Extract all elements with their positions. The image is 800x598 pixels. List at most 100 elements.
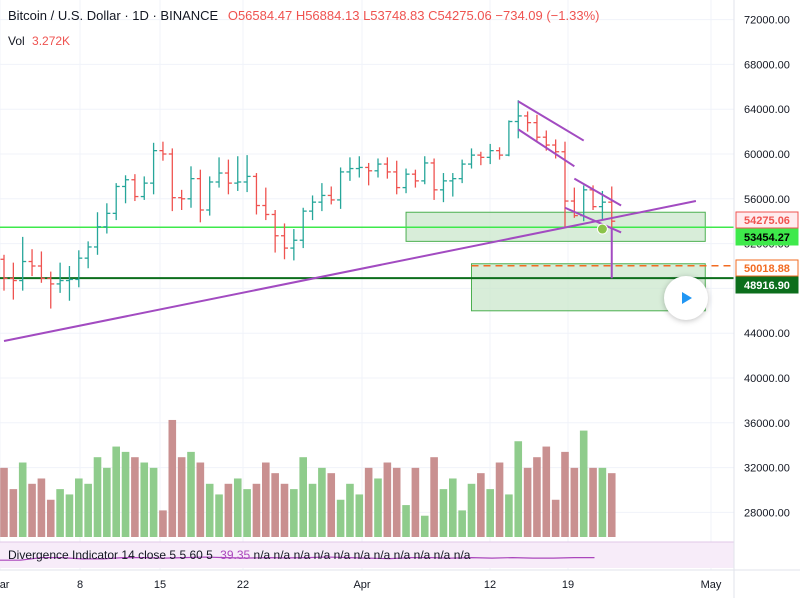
- marker-point: [596, 223, 608, 235]
- volume-bar: [336, 499, 345, 537]
- volume-bar: [327, 473, 336, 537]
- ohlc-bar: [533, 114, 541, 141]
- ohlc-bar: [84, 241, 92, 269]
- volume-bar: [607, 473, 616, 537]
- ohlc-bar: [234, 156, 242, 191]
- ohlc-bar: [37, 251, 45, 283]
- volume-bar: [149, 467, 158, 537]
- volume-bar: [224, 483, 233, 537]
- ohlc-bar: [346, 157, 354, 181]
- volume-bar: [28, 483, 36, 537]
- ohlc-bar: [355, 156, 363, 178]
- volume-bar: [0, 467, 8, 537]
- indicator-na-values: n/a n/a n/a n/a n/a n/a n/a n/a n/a n/a …: [253, 548, 471, 562]
- trendline-support: [3, 200, 697, 343]
- volume-bar: [505, 494, 513, 537]
- volume-bar: [187, 451, 195, 537]
- ohlc-bar: [337, 167, 345, 209]
- volume-bar: [299, 457, 307, 537]
- chart-legend-header: Bitcoin / U.S. Dollar · 1D · BINANCE O56…: [8, 8, 599, 23]
- ohlc-bar: [19, 236, 27, 291]
- price-label-text: 54275.06: [744, 215, 790, 227]
- volume-bar: [355, 494, 364, 537]
- volume-bar: [262, 462, 270, 537]
- ohlc-bar: [9, 262, 17, 300]
- ohlc-bar: [243, 155, 251, 193]
- y-tick-label: 32000.00: [744, 463, 790, 475]
- ohlc-bar: [393, 160, 401, 195]
- volume-bar: [402, 505, 410, 537]
- y-tick-label: 56000.00: [744, 194, 790, 206]
- volume-bar: [93, 457, 102, 537]
- ohlc-bar: [552, 139, 560, 159]
- ohlc-bar: [112, 183, 120, 221]
- ohlc-bar: [411, 169, 419, 188]
- price-label-bg: [735, 276, 799, 294]
- x-tick-label: 19: [562, 579, 574, 591]
- volume-bar: [411, 467, 420, 537]
- ohlc-bar: [449, 173, 457, 197]
- ohlc-bar: [75, 250, 83, 288]
- trendline-wedge-top: [573, 177, 622, 207]
- low-value: L53748.83: [363, 8, 425, 23]
- trendline-channel-top: [517, 100, 585, 142]
- ohlc-bar: [439, 173, 447, 203]
- ohlc-bar: [94, 212, 101, 255]
- indicator-params: 14 close 5 5 60 5: [121, 548, 213, 562]
- volume-bar: [420, 515, 429, 537]
- volume-bar: [551, 499, 560, 537]
- y-tick-label: 64000.00: [744, 104, 790, 116]
- volume-bar: [140, 462, 149, 537]
- close-value: C54275.06: [428, 8, 492, 23]
- x-tick-label: 8: [77, 579, 83, 591]
- ohlc-bar: [365, 162, 373, 186]
- ohlc-bar: [65, 266, 73, 301]
- ohlc-bar: [309, 195, 317, 221]
- ohlc-bar: [271, 210, 279, 253]
- volume-bar: [168, 419, 177, 537]
- high-value: H56884.13: [295, 8, 360, 23]
- volume-bar: [533, 457, 541, 537]
- price-label-text: 48916.90: [744, 280, 790, 292]
- volume-bar: [374, 478, 382, 537]
- volume-bar: [56, 489, 64, 537]
- ohlc-bar: [299, 207, 307, 249]
- volume-bar: [598, 467, 607, 537]
- volume-bar: [46, 499, 55, 537]
- x-tick-label: Mar: [0, 579, 10, 591]
- ohlc-bar: [458, 159, 466, 184]
- ohlc-bar: [421, 156, 429, 185]
- ohlc-bar: [187, 166, 195, 208]
- x-tick-label: May: [701, 579, 722, 591]
- ohlc-bar: [290, 229, 298, 261]
- volume-bar: [439, 489, 448, 537]
- ohlc-bar: [514, 100, 522, 139]
- volume-bar: [542, 446, 551, 537]
- volume-bar: [65, 494, 74, 537]
- volume-bar: [280, 483, 289, 537]
- ohlc-bar: [159, 141, 167, 161]
- y-tick-label: 40000.00: [744, 373, 790, 385]
- ohlc-bar: [215, 157, 223, 188]
- volume-bar: [75, 478, 83, 537]
- volume-bar: [308, 483, 317, 537]
- volume-bar: [346, 483, 354, 537]
- ohlc-bar: [56, 262, 64, 293]
- volume-bar: [84, 483, 92, 537]
- ohlc-values: O56584.47 H56884.13 L53748.83 C54275.06 …: [228, 8, 600, 23]
- volume-bar: [383, 462, 392, 537]
- ohlc-bar: [327, 186, 335, 205]
- change-value: −734.09 (−1.33%): [495, 8, 600, 23]
- indicator-pane-bg: [0, 542, 734, 568]
- volume-bar: [243, 489, 251, 537]
- volume-bar: [252, 483, 261, 537]
- volume-bar: [561, 451, 569, 537]
- price-label-text: 53454.27: [744, 232, 790, 244]
- play-button[interactable]: [664, 276, 708, 320]
- ohlc-bar: [486, 143, 494, 165]
- ohlc-bar: [0, 254, 8, 291]
- ohlc-bar: [140, 176, 148, 200]
- volume-bar: [290, 489, 298, 537]
- volume-bar: [430, 457, 438, 537]
